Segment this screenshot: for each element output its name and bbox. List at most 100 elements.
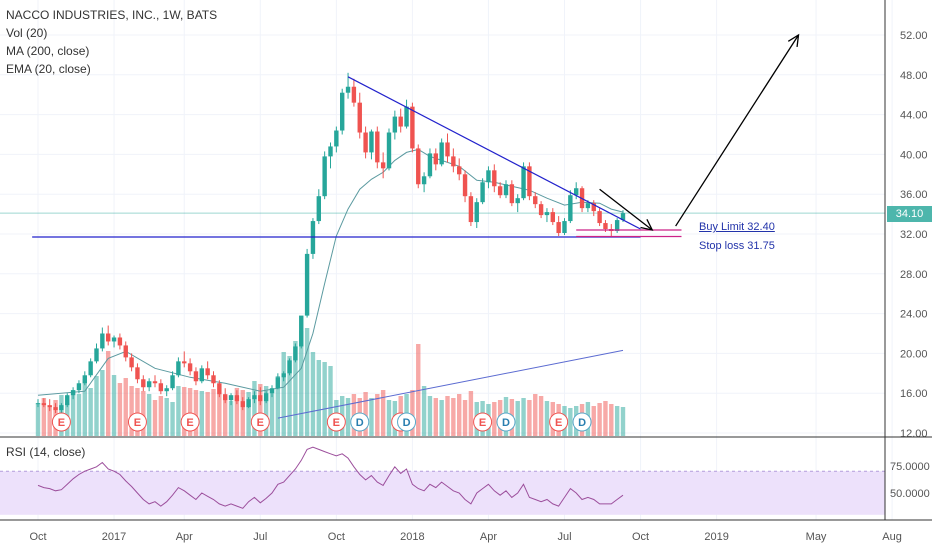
candle-body — [357, 102, 362, 133]
candle-body — [193, 371, 199, 382]
volume-bar — [35, 404, 41, 436]
volume-bar — [106, 351, 111, 436]
volume-bar — [620, 407, 626, 436]
volume-bar — [76, 394, 82, 436]
volume-bar — [41, 398, 47, 436]
volume-bar — [88, 388, 93, 436]
volume-bar — [129, 386, 134, 436]
volume-bar — [322, 362, 327, 436]
volume-bar — [328, 366, 333, 436]
volume-bar — [603, 401, 608, 436]
volume-bar — [146, 394, 152, 436]
volume-bar — [568, 408, 573, 436]
chart-title: NACCO INDUSTRIES, INC., 1W, BATS — [6, 8, 218, 22]
volume-bar — [538, 396, 544, 436]
event-label: E — [58, 417, 65, 429]
volume-bar — [141, 391, 146, 436]
dividend-marker — [397, 412, 417, 432]
candle-body — [620, 213, 626, 221]
candle-body — [304, 253, 310, 316]
candle-body — [223, 394, 228, 401]
volume-bar — [527, 400, 532, 436]
price-tick-label: 52.00 — [900, 30, 928, 42]
candle-body — [299, 315, 304, 347]
volume-bar — [416, 344, 421, 436]
candle-body — [597, 211, 602, 224]
volume-bar — [47, 406, 52, 436]
candle-body — [88, 361, 93, 376]
volume-bar — [228, 401, 234, 436]
candle-body — [503, 184, 509, 196]
volume-bar — [492, 402, 497, 436]
legend-volume: Vol (20) — [6, 26, 48, 40]
event-label: E — [333, 417, 340, 429]
earnings-marker — [51, 412, 71, 432]
event-label: E — [134, 417, 141, 429]
candle-body — [106, 333, 111, 342]
volume-bar — [217, 394, 222, 436]
candle-body — [334, 130, 339, 147]
candle-body — [533, 196, 538, 205]
volume-bar — [94, 376, 99, 436]
volume-bar — [609, 404, 614, 436]
volume-bar — [246, 392, 251, 436]
candle-body — [515, 198, 520, 204]
time-tick-label: 2017 — [102, 531, 126, 543]
descending-trendline — [347, 76, 641, 230]
volume-bar — [468, 391, 474, 436]
candle-body — [568, 195, 573, 222]
candle-body — [65, 395, 70, 406]
candle-body — [135, 367, 140, 380]
rsi-band — [0, 471, 885, 515]
candle-body — [433, 153, 438, 165]
volume-bar — [176, 386, 181, 436]
candle-body — [363, 132, 368, 153]
volume-bar — [193, 390, 199, 436]
rsi-tick-label: 75.0000 — [890, 461, 930, 473]
volume-bar — [158, 396, 164, 436]
volume-bar — [199, 391, 204, 436]
candle-body — [369, 131, 374, 153]
earnings-marker — [549, 412, 569, 432]
candle-body — [100, 333, 105, 349]
rsi-title: RSI (14, close) — [6, 445, 86, 459]
volume-bar — [240, 390, 245, 436]
candle-body — [76, 383, 82, 391]
candle-body — [164, 388, 169, 392]
candle-body — [70, 390, 76, 396]
volume-bar — [433, 398, 438, 436]
volume-bar — [135, 388, 140, 436]
candle-body — [170, 375, 175, 389]
volume-bar — [281, 352, 286, 436]
candle-body — [205, 368, 210, 376]
candle-body — [182, 361, 187, 364]
candle-body — [480, 182, 485, 203]
candle-body — [275, 377, 281, 389]
volume-bar — [187, 388, 193, 436]
event-label: E — [257, 417, 264, 429]
price-tick-label: 12.00 — [900, 428, 928, 440]
volume-bar — [316, 360, 321, 436]
volume-bar — [299, 331, 304, 436]
event-label: D — [502, 417, 510, 429]
volume-bar — [345, 398, 351, 436]
candle-body — [263, 393, 269, 402]
volume-bar — [258, 384, 263, 436]
event-label: E — [186, 417, 193, 429]
candle-body — [556, 222, 561, 234]
candle-body — [538, 204, 544, 216]
candle-body — [427, 153, 433, 177]
time-tick-label: Jul — [557, 531, 571, 543]
volume-bar — [82, 379, 87, 436]
candle-body — [457, 166, 462, 175]
volume-bar — [515, 401, 520, 436]
price-tick-label: 16.00 — [900, 388, 928, 400]
candle-body — [176, 361, 181, 376]
volume-bar — [369, 398, 374, 436]
volume-bar — [263, 386, 269, 436]
candle-body — [152, 381, 158, 384]
volume-bar — [427, 396, 433, 436]
ma200-line — [277, 349, 624, 419]
price-tick-label: 20.00 — [900, 348, 928, 360]
